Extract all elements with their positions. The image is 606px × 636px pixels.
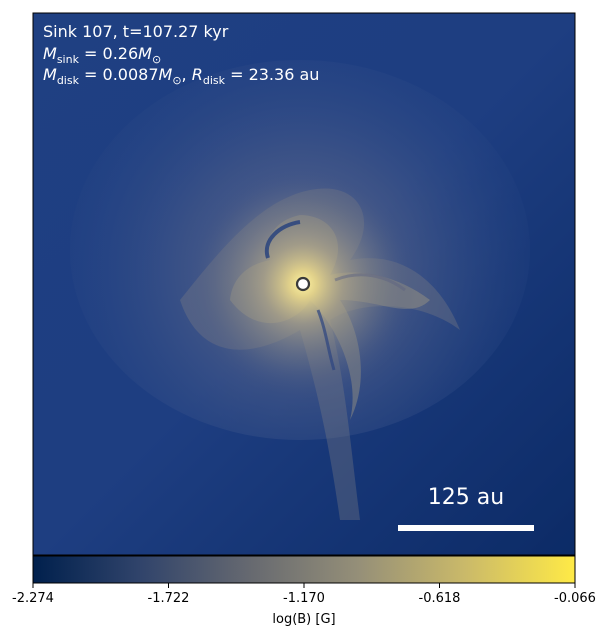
colorbar-tick-label: -2.274 (12, 591, 54, 606)
sink-marker (295, 276, 311, 292)
heatmap-image (33, 13, 575, 555)
scalebar-label: 125 au (428, 485, 504, 510)
annotation-sink-time: Sink 107, t=107.27 kyr (43, 22, 229, 41)
colorbar-ticks: -2.274 -1.722 -1.170 -0.618 -0.066 (12, 583, 596, 606)
scalebar (398, 525, 534, 531)
map-frame (32, 12, 576, 556)
colorbar-tick-label: -0.618 (419, 591, 461, 606)
annotation-sink-mass: Msink = 0.26M⊙ (43, 44, 161, 66)
colorbar-tick-label: -1.722 (148, 591, 190, 606)
annotation-disk: Mdisk = 0.0087M⊙, Rdisk = 23.36 au (43, 65, 319, 87)
colorbar-tick-label: -0.066 (554, 591, 596, 606)
colorbar-label: log(B) [G] (272, 612, 335, 627)
colorbar-tick-label: -1.170 (283, 591, 325, 606)
colorbar (33, 556, 575, 583)
